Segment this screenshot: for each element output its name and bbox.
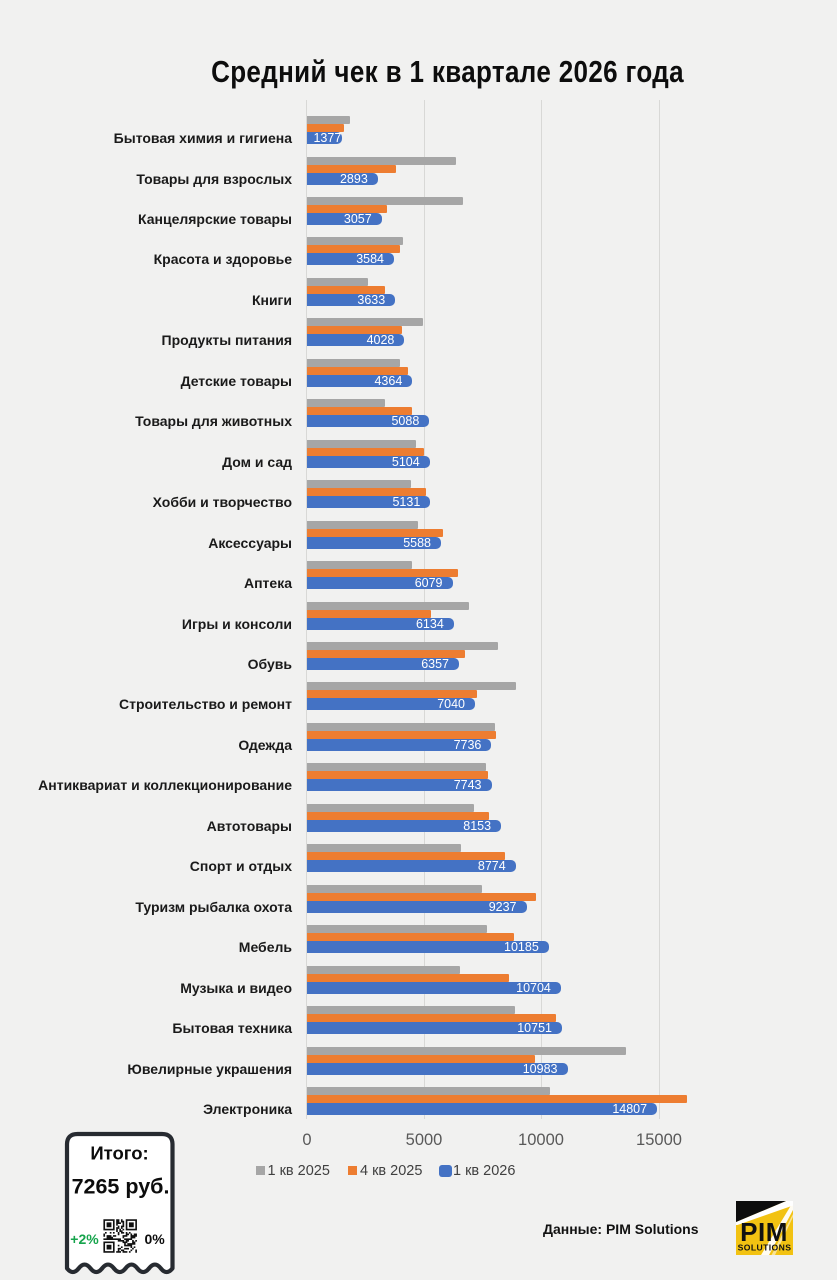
svg-text:Итого:: Итого: (90, 1143, 148, 1164)
svg-text:0%: 0% (145, 1231, 166, 1247)
svg-text:PIM: PIM (740, 1217, 788, 1247)
svg-text:SOLUTIONS: SOLUTIONS (738, 1243, 792, 1253)
svg-text:+2%: +2% (70, 1231, 99, 1247)
svg-text:7265 руб.: 7265 руб. (72, 1174, 170, 1198)
